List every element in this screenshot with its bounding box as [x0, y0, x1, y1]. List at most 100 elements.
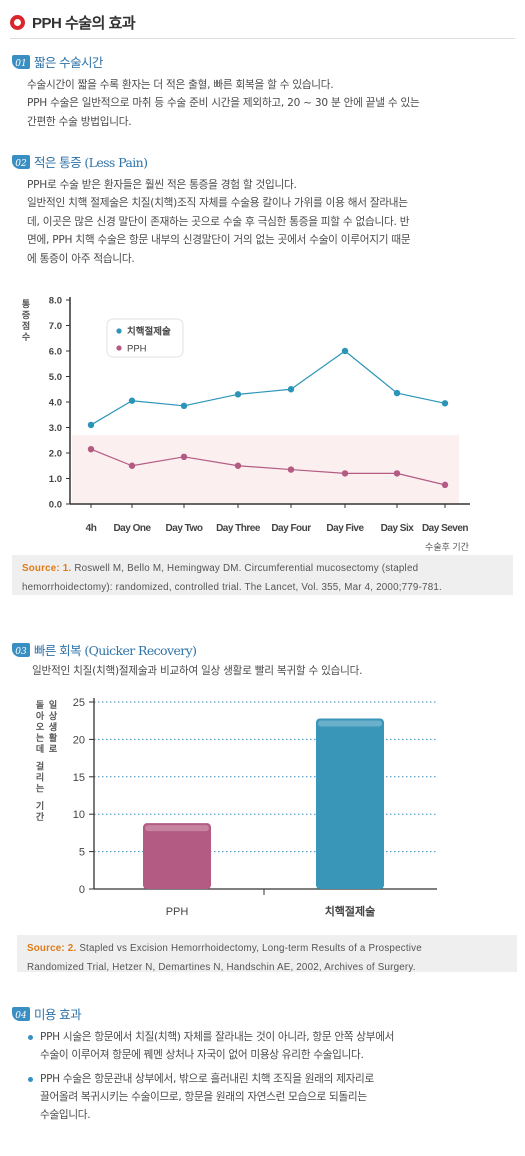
x-tick-label: 4h: [86, 523, 97, 534]
y-axis-label-char: 생: [49, 721, 57, 732]
text-line: 끌어올려 복귀시키는 수술이므로, 항문을 원래의 자연스런 모습으로 되돌리는: [40, 1091, 367, 1103]
x-tick-label: Day Three: [216, 523, 261, 534]
series-line-2: [90, 448, 446, 486]
source-1-line: Roswell M, Bello M, Hemingway DM. Circum…: [74, 563, 419, 574]
bullet-dot-icon: [28, 1035, 33, 1040]
section-4-bullets: PPH 시술은 항문에서 치질(치핵) 자체를 잘라내는 것이 아니라, 항문 …: [28, 1028, 498, 1130]
text-line: 수술시간이 짧을 수록 환자는 더 적은 출혈, 빠른 회복을 할 수 있습니다…: [27, 79, 334, 91]
y-tick-label: 5: [79, 847, 85, 859]
y-axis-label-char: 상: [49, 710, 58, 721]
legend-label: PPH: [127, 344, 147, 355]
y-axis-label-char: 통: [22, 299, 30, 309]
page-title: PPH 수술의 효과: [10, 12, 136, 33]
x-tick-label: Day Five: [326, 523, 364, 534]
text-line: 데, 이곳은 많은 신경 말단이 존재하는 곳으로 수술 후 극심한 통증을 피…: [27, 215, 410, 228]
text-line: PPH 시술은 항문에서 치질(치핵) 자체를 잘라내는 것이 아니라, 항문 …: [40, 1031, 395, 1043]
y-axis-label-char: 로: [49, 744, 58, 754]
text-line: 수술이 이루어져 항문에 꿰멘 상처나 자국이 없어 미용상 유리한 수술입니다…: [40, 1049, 364, 1061]
y-tick-label: 0: [79, 884, 85, 896]
y-axis-label-char: 리: [36, 772, 44, 783]
text-line: 일반적인 치핵 절제술은 치질(치핵)조직 자체를 수술용 칼이나 가위를 이용…: [27, 197, 408, 210]
text-line: PPH 수술은 일반적으로 마취 등 수술 준비 시간을 제외하고, 20 ~ …: [27, 97, 420, 110]
data-point: [128, 397, 136, 404]
y-axis-label-char: 오: [36, 722, 45, 732]
source-1-label: Source: 1.: [22, 563, 72, 574]
source-2-box: Source: 2. Stapled vs Excision Hemorrhoi…: [17, 935, 517, 973]
y-axis-label-char: 아: [36, 710, 45, 721]
x-tick-label: Day Six: [381, 523, 415, 534]
list-item: PPH 시술은 항문에서 치질(치핵) 자체를 잘라내는 것이 아니라, 항문 …: [28, 1028, 498, 1064]
legend-marker: [116, 345, 122, 351]
section-2-text: PPH로 수술 받은 환자들은 훨씬 적은 통증을 경험 할 것입니다. 일반적…: [27, 176, 513, 268]
data-point: [441, 481, 449, 489]
bar-highlight: [145, 825, 209, 832]
data-point: [393, 470, 401, 477]
y-tick-label: 8.0: [49, 296, 62, 307]
section-4-title: 미용 효과: [34, 1007, 82, 1022]
pain-band: [72, 435, 459, 504]
data-point: [393, 389, 401, 397]
bar-2: [316, 718, 384, 889]
y-axis-label-char: 는: [36, 784, 44, 794]
section-1-text: 수술시간이 짧을 수록 환자는 더 적은 출혈, 빠른 회복을 할 수 있습니다…: [27, 76, 513, 131]
text-line: 간편한 수술 방법입니다.: [27, 115, 132, 128]
section-number-badge: 02: [12, 154, 30, 169]
source-1-line: hemorrhoidectomy): randomized, controlle…: [22, 582, 442, 593]
text-line: 면에, PPH 치핵 수술은 항문 내부의 신경말단이 거의 없는 곳에서 수술…: [27, 234, 411, 247]
section-number-badge: 03: [12, 642, 30, 657]
text-line: PPH 수술은 항문관내 상부에서, 밖으로 흘러내린 치핵 조직을 원래의 제…: [40, 1073, 374, 1085]
section-1-heading: 01 짧은 수술시간: [12, 52, 103, 71]
section-3-title: 빠른 회복 (Quicker Recovery): [34, 643, 197, 658]
y-tick-label: 15: [73, 772, 85, 784]
data-point: [287, 386, 295, 393]
y-tick-label: 0.0: [49, 500, 62, 511]
section-4-heading: 04 미용 효과: [12, 1004, 82, 1023]
source-2-line: Randomized Trial, Hetzer N, Demartines N…: [27, 962, 416, 973]
legend-label: 치핵절제술: [127, 326, 171, 338]
bar-1: [143, 823, 211, 889]
data-point: [341, 470, 349, 477]
text-line: 수술입니다.: [40, 1109, 91, 1121]
data-point: [87, 421, 95, 429]
x-tick-label: 치핵절제술: [325, 904, 376, 918]
source-2-label: Source: 2.: [27, 943, 77, 954]
x-tick-label: Day Two: [166, 523, 203, 534]
data-point: [234, 391, 242, 398]
y-tick-label: 25: [73, 697, 85, 709]
y-tick-label: 10: [73, 809, 85, 821]
x-axis-label: 수술후 기간: [425, 542, 469, 552]
y-tick-label: 1.0: [49, 474, 62, 485]
section-2-title: 적은 통증 (Less Pain): [34, 155, 148, 170]
x-tick-label: Day Seven: [422, 523, 468, 534]
section-number-badge: 04: [12, 1006, 30, 1021]
title-bullet-icon: [10, 15, 25, 30]
x-tick-label: Day Four: [271, 523, 311, 534]
section-3-text: 일반적인 치질(치핵)절제술과 비교하여 일상 생활로 빨리 복귀할 수 있습니…: [32, 662, 518, 680]
data-point: [441, 400, 449, 407]
list-item: PPH 수술은 항문관내 상부에서, 밖으로 흘러내린 치핵 조직을 원래의 제…: [28, 1070, 498, 1124]
section-3-heading: 03 빠른 회복 (Quicker Recovery): [12, 640, 197, 659]
bullet-dot-icon: [28, 1077, 33, 1082]
legend-box: [106, 318, 184, 358]
y-axis-label-char: 데: [36, 743, 44, 754]
data-point: [180, 453, 188, 461]
y-axis-label-char: 일: [49, 699, 57, 710]
y-axis-label-char: 점: [22, 320, 30, 331]
x-tick-label: Day One: [113, 523, 151, 534]
data-point: [341, 347, 349, 355]
y-axis-label-char: 걸: [36, 761, 44, 772]
y-axis-label-char: 는: [36, 733, 44, 743]
y-axis-label-char: 기: [36, 800, 44, 811]
y-tick-label: 3.0: [49, 423, 62, 434]
data-point: [128, 462, 136, 469]
text-line: 일반적인 치질(치핵)절제술과 비교하여 일상 생활로 빨리 복귀할 수 있습니…: [32, 665, 363, 677]
y-tick-label: 6.0: [49, 347, 62, 358]
legend-marker: [116, 328, 122, 334]
y-tick-label: 4.0: [49, 398, 62, 409]
section-number-badge: 01: [12, 54, 30, 69]
y-axis-label-char: 돌: [36, 700, 44, 710]
bar-highlight: [318, 720, 382, 727]
section-2-heading: 02 적은 통증 (Less Pain): [12, 152, 148, 171]
source-1-box: Source: 1. Roswell M, Bello M, Hemingway…: [12, 555, 513, 595]
